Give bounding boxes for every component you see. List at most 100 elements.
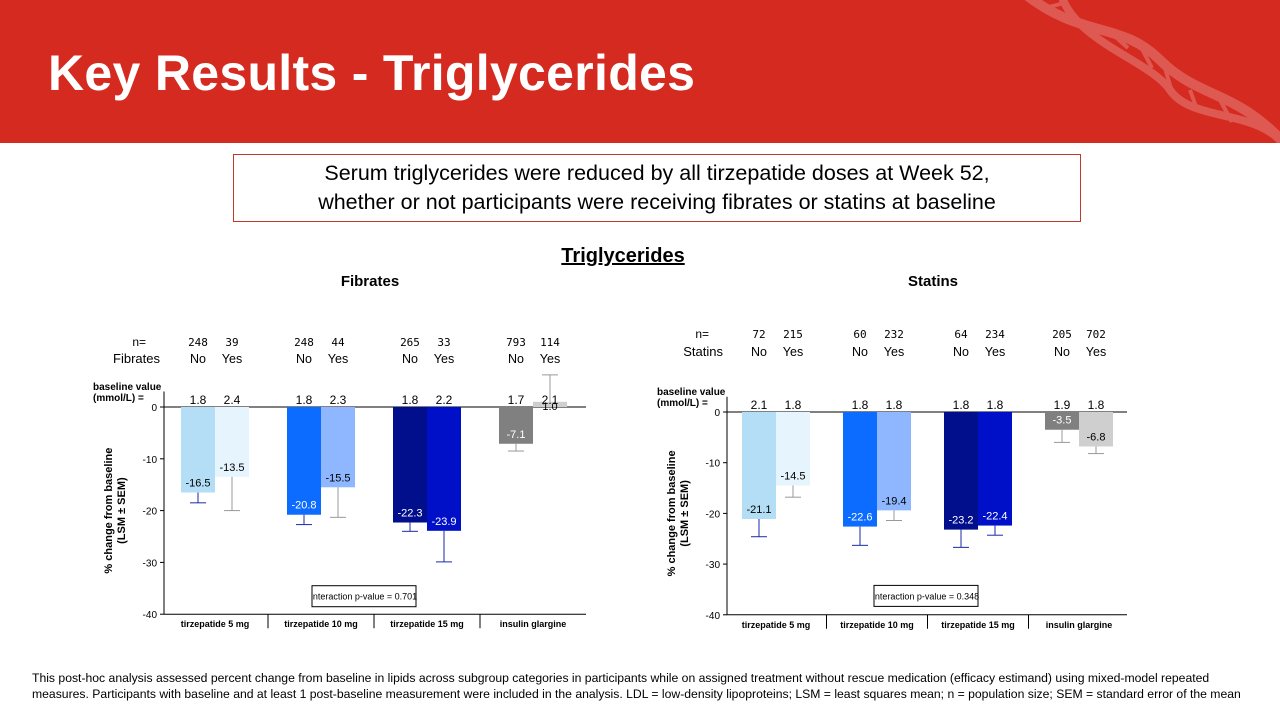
value-label: -7.1 <box>507 429 526 441</box>
y-tick-label: -20 <box>706 509 721 520</box>
subgroup-value: No <box>751 345 767 359</box>
baseline-value: 1.8 <box>190 393 207 407</box>
category-label: tirzepatide 5 mg <box>742 620 811 630</box>
baseline-value: 1.8 <box>785 398 802 412</box>
n-value: 248 <box>188 336 208 349</box>
subgroup-value: No <box>190 352 206 366</box>
n-value: 114 <box>540 336 560 349</box>
subgroup-value: No <box>296 352 312 366</box>
value-label: -6.8 <box>1087 431 1106 443</box>
callout-line-2: whether or not participants were receivi… <box>318 190 996 214</box>
interaction-box <box>311 585 417 608</box>
baseline-unit-label: (mmol/L) = <box>93 393 144 404</box>
category-label: insulin glargine <box>1046 620 1113 630</box>
value-label: 1.0 <box>542 401 557 413</box>
bar <box>944 412 978 530</box>
footnote: This post-hoc analysis assessed percent … <box>32 671 1241 701</box>
statins-chart: Statins n= Statins baseline value (mmol/L) =… <box>640 270 1160 640</box>
n-value: 265 <box>400 336 420 349</box>
category-label: tirzepatide 10 mg <box>284 619 358 629</box>
n-value: 205 <box>1052 328 1072 341</box>
y-tick-label: 0 <box>151 403 157 414</box>
chart-title: Statins <box>908 273 958 290</box>
value-label: -20.8 <box>291 500 316 512</box>
n-value: 72 <box>752 328 765 341</box>
interaction-p-value: interaction p-value = 0.701 <box>311 592 417 602</box>
category-label: tirzepatide 15 mg <box>390 619 464 629</box>
value-label: -22.4 <box>982 511 1007 523</box>
subgroup-value: Yes <box>434 352 454 366</box>
y-tick-label: -30 <box>143 558 158 569</box>
value-label: -23.9 <box>431 516 456 528</box>
value-label: -13.5 <box>219 462 244 474</box>
subgroup-label: Statins <box>683 344 723 359</box>
category-label: tirzepatide 5 mg <box>181 619 250 629</box>
y-tick-label: -40 <box>706 611 721 622</box>
header-banner: Key Results - Triglycerides <box>0 0 1280 143</box>
y-axis-title-line-2: (LSM ± SEM) <box>679 480 691 547</box>
bar <box>215 407 249 477</box>
y-tick-label: -20 <box>143 507 158 518</box>
n-value: 232 <box>884 328 904 341</box>
bar <box>499 407 533 444</box>
y-axis-title-line-2: (LSM ± SEM) <box>116 477 128 544</box>
subgroup-value: No <box>1054 345 1070 359</box>
baseline-unit-label: (mmol/L) = <box>657 398 708 409</box>
baseline-value: 1.8 <box>852 398 869 412</box>
statins-chart-svg: Statins n= Statins baseline value(mmol/L) =… <box>657 273 1127 630</box>
slide-title: Key Results - Triglycerides <box>48 45 696 101</box>
chart-title: Fibrates <box>341 273 399 290</box>
y-tick-label: -10 <box>143 455 158 466</box>
subgroup-value: Yes <box>783 345 803 359</box>
value-label: -23.2 <box>948 515 973 527</box>
n-value: 60 <box>853 328 866 341</box>
n-value: 44 <box>331 336 345 349</box>
category-label: tirzepatide 10 mg <box>840 620 914 630</box>
section-title: Triglycerides <box>561 245 685 267</box>
bar <box>287 407 321 515</box>
value-label: -3.5 <box>1053 415 1072 427</box>
baseline-value: 1.7 <box>508 393 525 407</box>
callout-line-1: Serum triglycerides were reduced by all … <box>324 161 990 185</box>
baseline-value: 2.2 <box>436 393 453 407</box>
y-tick-label: -10 <box>706 459 721 470</box>
baseline-value: 1.8 <box>987 398 1004 412</box>
n-value: 793 <box>506 336 526 349</box>
n-value: 64 <box>954 328 968 341</box>
y-axis-title: % change from baseline (LSM ± SEM) <box>103 448 128 574</box>
bar <box>393 407 427 523</box>
baseline-value: 1.8 <box>402 393 419 407</box>
bar <box>1079 412 1113 447</box>
baseline-value: 2.1 <box>542 393 559 407</box>
y-tick-label: 0 <box>714 408 720 419</box>
bar <box>877 412 911 511</box>
bar <box>533 401 567 407</box>
value-label: -22.3 <box>397 508 422 520</box>
n-label: n= <box>132 335 146 349</box>
n-value: 215 <box>783 328 803 341</box>
baseline-label: baseline value <box>657 387 726 398</box>
subgroup-value: Yes <box>884 345 904 359</box>
y-axis-title-line-1: % change from baseline <box>666 450 678 576</box>
subgroup-value: No <box>508 352 524 366</box>
bar <box>321 407 355 488</box>
baseline-value: 2.4 <box>224 393 241 407</box>
subgroup-value: Yes <box>1086 345 1106 359</box>
n-value: 39 <box>225 336 238 349</box>
y-tick-label: -40 <box>143 610 158 621</box>
subgroup-value: Yes <box>222 352 242 366</box>
baseline-label: baseline value <box>93 382 162 393</box>
y-axis-title-line-1: % change from baseline <box>103 448 115 574</box>
subgroup-value: Yes <box>540 352 560 366</box>
category-label: insulin glargine <box>500 619 567 629</box>
n-value: 702 <box>1086 328 1106 341</box>
n-value: 33 <box>437 336 450 349</box>
baseline-value: 2.1 <box>751 398 768 412</box>
n-value: 248 <box>294 336 314 349</box>
subgroup-value: No <box>852 345 868 359</box>
bar <box>742 412 776 519</box>
y-axis-title: % change from baseline (LSM ± SEM) <box>666 450 691 576</box>
bar <box>1045 412 1079 430</box>
fibrates-chart: Fibrates n= Fibrates baseline value (mmol/L)… <box>80 270 600 640</box>
interaction-box <box>873 584 979 607</box>
